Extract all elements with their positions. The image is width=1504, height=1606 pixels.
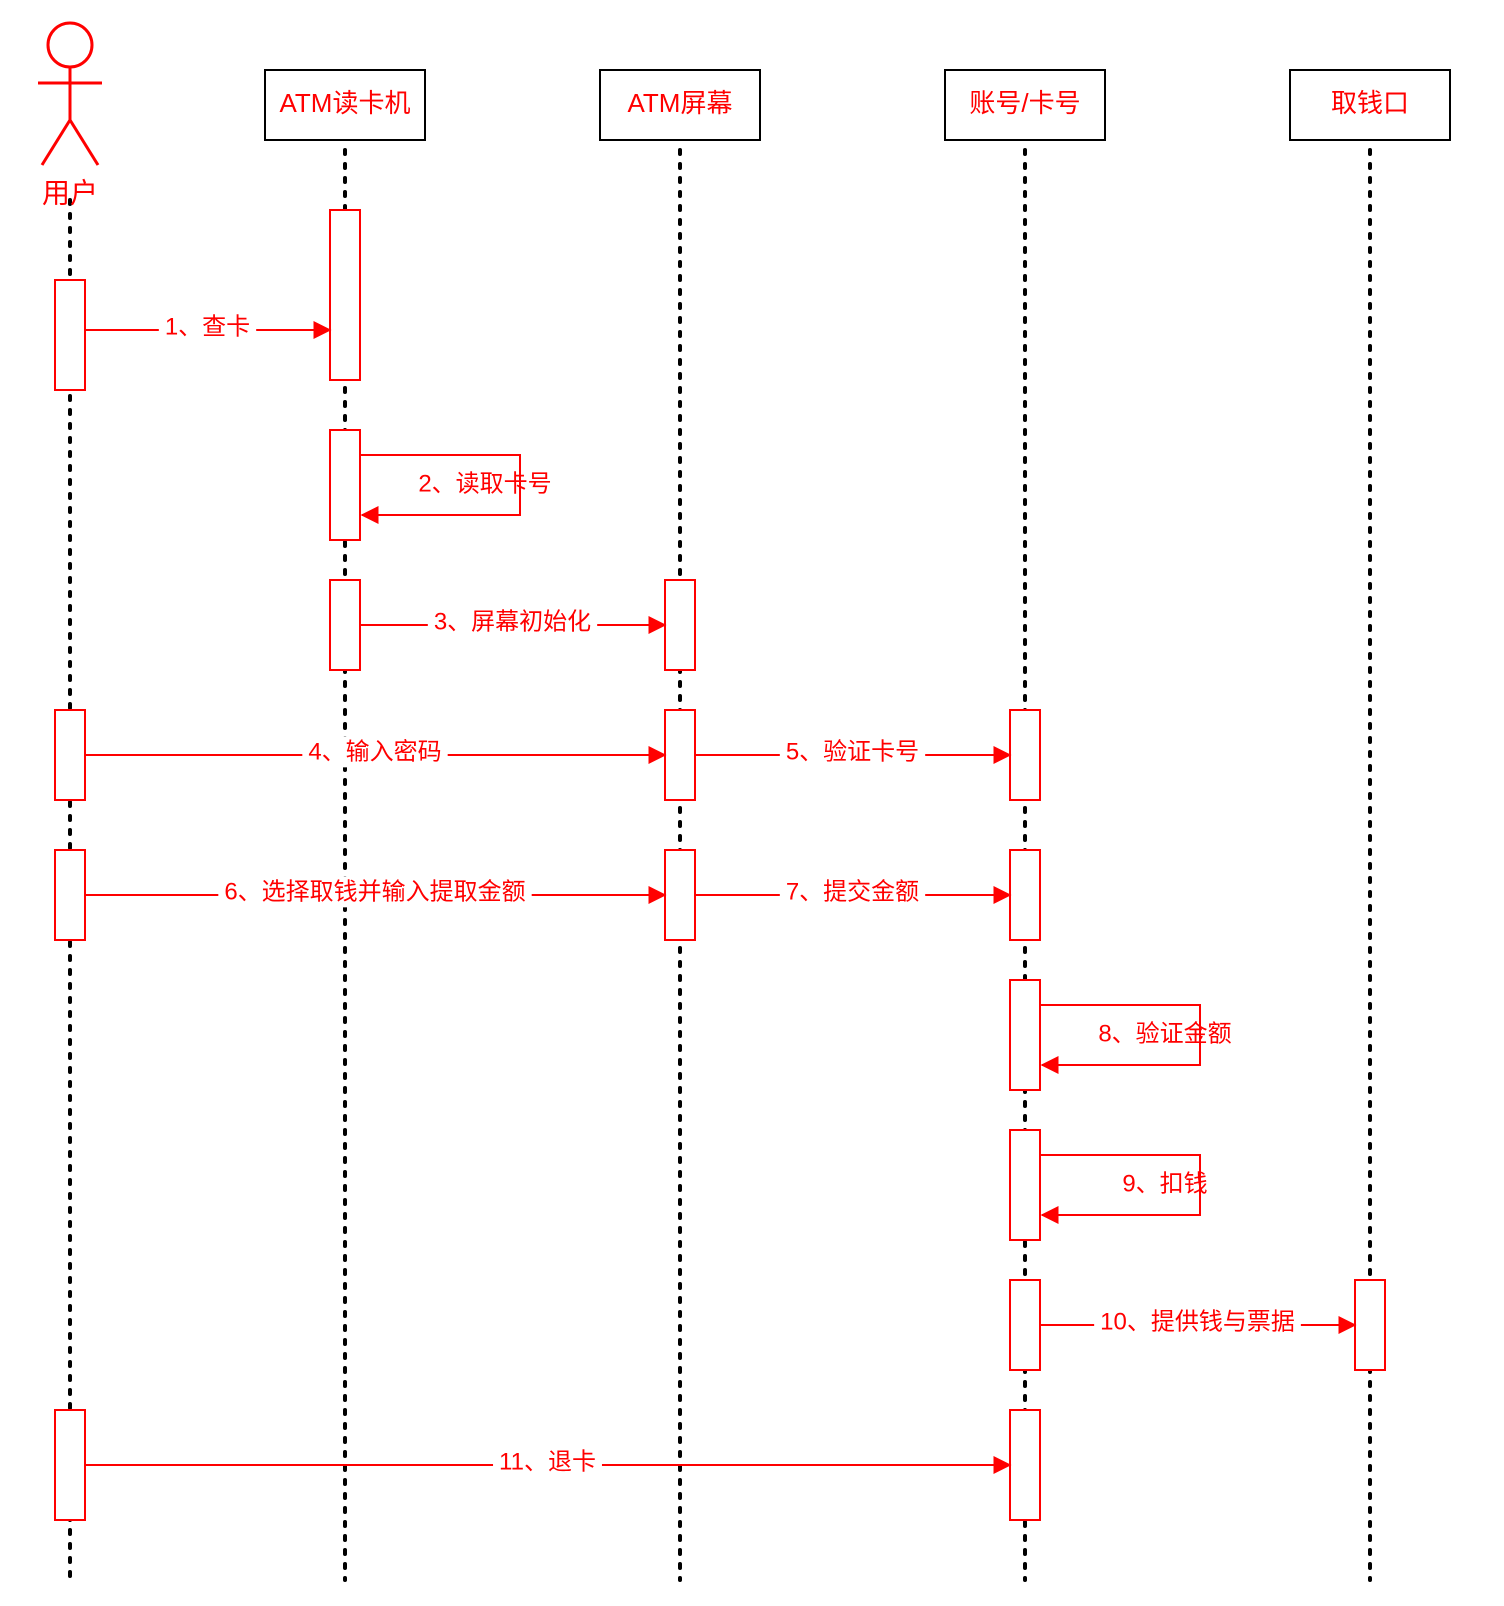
message-10-label: 10、提供钱与票据 — [1100, 1308, 1295, 1335]
lifeline-label-screen: ATM屏幕 — [628, 88, 733, 118]
message-8-label: 8、验证金额 — [1098, 1020, 1231, 1047]
message-3-label: 3、屏幕初始化 — [434, 608, 591, 635]
activation-user-8 — [55, 850, 85, 940]
activation-reader-3 — [330, 580, 360, 670]
actor-leg-right-icon — [70, 120, 98, 165]
message-7-label: 7、提交金额 — [786, 878, 919, 905]
activation-screen-9 — [665, 850, 695, 940]
activation-account-11 — [1010, 980, 1040, 1090]
actor-label: 用户 — [42, 177, 98, 208]
activation-account-12 — [1010, 1130, 1040, 1240]
activation-account-13 — [1010, 1280, 1040, 1370]
activation-reader-0 — [330, 210, 360, 380]
activation-reader-2 — [330, 430, 360, 540]
actor-leg-left-icon — [42, 120, 70, 165]
activation-account-16 — [1010, 1410, 1040, 1520]
message-2-label: 2、读取卡号 — [418, 470, 551, 497]
message-5-label: 5、验证卡号 — [786, 738, 919, 765]
activation-account-10 — [1010, 850, 1040, 940]
activation-account-7 — [1010, 710, 1040, 800]
activation-user-15 — [55, 1410, 85, 1520]
message-4-label: 4、输入密码 — [308, 738, 441, 765]
activation-screen-4 — [665, 580, 695, 670]
activation-user-5 — [55, 710, 85, 800]
activation-screen-6 — [665, 710, 695, 800]
actor-head-icon — [48, 23, 92, 67]
activation-user-1 — [55, 280, 85, 390]
lifeline-label-slot: 取钱口 — [1331, 88, 1409, 118]
message-9-label: 9、扣钱 — [1122, 1170, 1207, 1197]
activation-slot-14 — [1355, 1280, 1385, 1370]
message-6-label: 6、选择取钱并输入提取金额 — [224, 878, 525, 905]
message-11-label: 11、退卡 — [499, 1448, 596, 1475]
sequence-diagram: 用户 ATM读卡机 ATM屏幕 账号/卡号 取钱口 1、查卡 2、读取卡号 3、屏幕初始化 4、… — [0, 0, 1504, 1606]
lifeline-label-reader: ATM读卡机 — [280, 88, 411, 118]
lifeline-label-account: 账号/卡号 — [969, 88, 1080, 118]
message-1-label: 1、查卡 — [165, 313, 250, 340]
